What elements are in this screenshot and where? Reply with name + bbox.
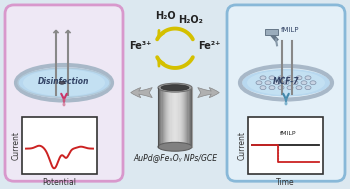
Text: Potential: Potential: [42, 178, 77, 187]
Ellipse shape: [305, 86, 311, 90]
Bar: [162, 88, 164, 147]
Ellipse shape: [265, 81, 271, 85]
Bar: [164, 88, 165, 147]
Text: Time: Time: [276, 178, 295, 187]
Bar: [159, 88, 161, 147]
FancyBboxPatch shape: [227, 5, 345, 181]
Ellipse shape: [283, 81, 289, 85]
Text: Current: Current: [12, 131, 21, 160]
Bar: [181, 88, 182, 147]
Bar: [158, 88, 160, 147]
Text: Fe²⁺: Fe²⁺: [198, 41, 220, 51]
Ellipse shape: [242, 69, 330, 97]
Ellipse shape: [285, 101, 287, 105]
Bar: [22, 117, 97, 174]
FancyBboxPatch shape: [5, 5, 123, 181]
Bar: [169, 88, 171, 147]
Ellipse shape: [305, 76, 311, 80]
Ellipse shape: [310, 81, 316, 85]
Bar: [189, 88, 190, 147]
Ellipse shape: [274, 81, 280, 85]
Text: MCF-7: MCF-7: [273, 77, 299, 86]
Bar: [182, 88, 183, 147]
Ellipse shape: [292, 81, 298, 85]
Bar: [174, 88, 175, 147]
Ellipse shape: [296, 76, 302, 80]
Bar: [183, 88, 184, 147]
Text: Disinfection: Disinfection: [38, 77, 90, 86]
Bar: [173, 88, 174, 147]
Text: fMILP: fMILP: [281, 26, 300, 33]
Bar: [185, 88, 187, 147]
Ellipse shape: [269, 86, 275, 90]
Bar: [168, 88, 170, 147]
Text: H₂O₂: H₂O₂: [178, 15, 203, 25]
Bar: [172, 88, 173, 147]
Ellipse shape: [296, 86, 302, 90]
Ellipse shape: [278, 86, 284, 90]
Ellipse shape: [260, 76, 266, 80]
Ellipse shape: [158, 142, 192, 151]
Text: Current: Current: [238, 131, 246, 160]
Ellipse shape: [59, 81, 65, 84]
Ellipse shape: [18, 68, 110, 98]
Bar: [170, 88, 172, 147]
Bar: [160, 88, 162, 147]
Ellipse shape: [256, 81, 262, 85]
Bar: [175, 88, 176, 147]
Ellipse shape: [161, 85, 189, 91]
Bar: [167, 88, 168, 147]
Ellipse shape: [158, 83, 192, 92]
Ellipse shape: [260, 86, 266, 90]
Bar: [178, 88, 180, 147]
Ellipse shape: [269, 76, 275, 80]
Text: H₂O: H₂O: [155, 11, 175, 21]
Ellipse shape: [285, 98, 287, 101]
Bar: [248, 117, 323, 174]
Ellipse shape: [63, 98, 65, 102]
Ellipse shape: [63, 102, 65, 106]
Bar: [166, 88, 167, 147]
Ellipse shape: [287, 86, 293, 90]
Bar: [188, 88, 189, 147]
Bar: [165, 88, 166, 147]
Bar: [186, 88, 188, 147]
Bar: [184, 88, 186, 147]
Ellipse shape: [247, 70, 325, 95]
Text: AuPd@FeₓOᵧ NPs/GCE: AuPd@FeₓOᵧ NPs/GCE: [133, 153, 217, 162]
Bar: [180, 88, 181, 147]
Bar: [191, 88, 192, 147]
Bar: [177, 88, 179, 147]
Bar: [176, 88, 177, 147]
Bar: [190, 88, 191, 147]
Bar: [161, 88, 163, 147]
Ellipse shape: [287, 76, 293, 80]
Bar: [265, 29, 278, 36]
Text: Fe³⁺: Fe³⁺: [130, 41, 152, 51]
Text: fMILP: fMILP: [280, 131, 296, 136]
Ellipse shape: [278, 76, 284, 80]
Ellipse shape: [301, 81, 307, 85]
Ellipse shape: [23, 69, 105, 96]
